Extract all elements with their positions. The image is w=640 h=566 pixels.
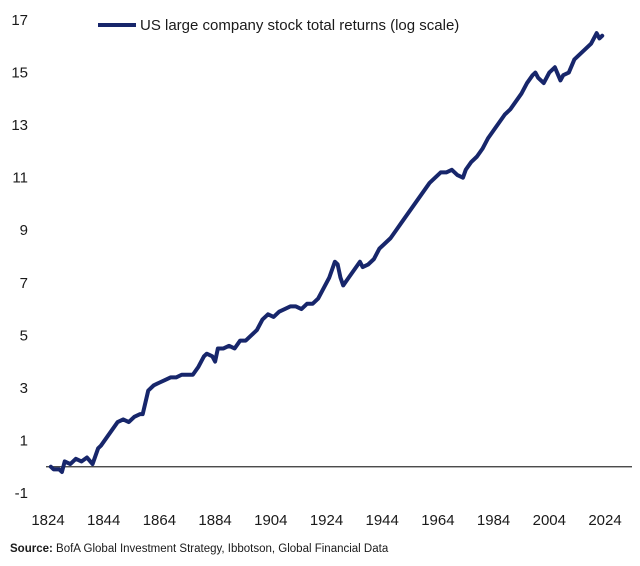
y-tick-label: 1 — [20, 432, 28, 449]
series-line — [48, 31, 605, 474]
y-tick-label: 9 — [20, 222, 28, 239]
x-tick-label: 1844 — [87, 512, 120, 529]
x-tick-label: 1924 — [310, 512, 343, 529]
y-tick-label: 13 — [11, 117, 28, 134]
y-tick-label: 7 — [20, 275, 28, 292]
y-tick-label: 3 — [20, 380, 28, 397]
y-tick-label: 5 — [20, 327, 28, 344]
x-tick-label: 1824 — [31, 512, 64, 529]
legend: US large company stock total returns (lo… — [98, 17, 459, 34]
x-tick-label: 1964 — [421, 512, 454, 529]
y-tick-label: 15 — [11, 65, 28, 82]
y-tick-label: 11 — [12, 170, 28, 187]
y-tick-label: 17 — [11, 12, 28, 29]
source-note: Source: BofA Global Investment Strategy,… — [10, 543, 388, 555]
y-axis-ticks: 17 15 13 11 9 7 5 3 1 -1 — [11, 12, 28, 502]
x-tick-label: 2024 — [588, 512, 621, 529]
x-tick-label: 1864 — [143, 512, 176, 529]
x-tick-label: 1904 — [254, 512, 287, 529]
x-tick-label: 1984 — [477, 512, 510, 529]
x-tick-label: 1944 — [366, 512, 399, 529]
y-tick-label: -1 — [15, 485, 28, 502]
legend-label: US large company stock total returns (lo… — [140, 17, 459, 34]
x-axis-ticks: 1824 1844 1864 1884 1904 1924 1944 1964 1984 2004… — [31, 512, 621, 529]
source-label: Source: — [10, 543, 53, 555]
x-tick-label: 2004 — [533, 512, 566, 529]
x-tick-label: 1884 — [198, 512, 231, 529]
source-text: BofA Global Investment Strategy, Ibbotso… — [56, 543, 389, 555]
